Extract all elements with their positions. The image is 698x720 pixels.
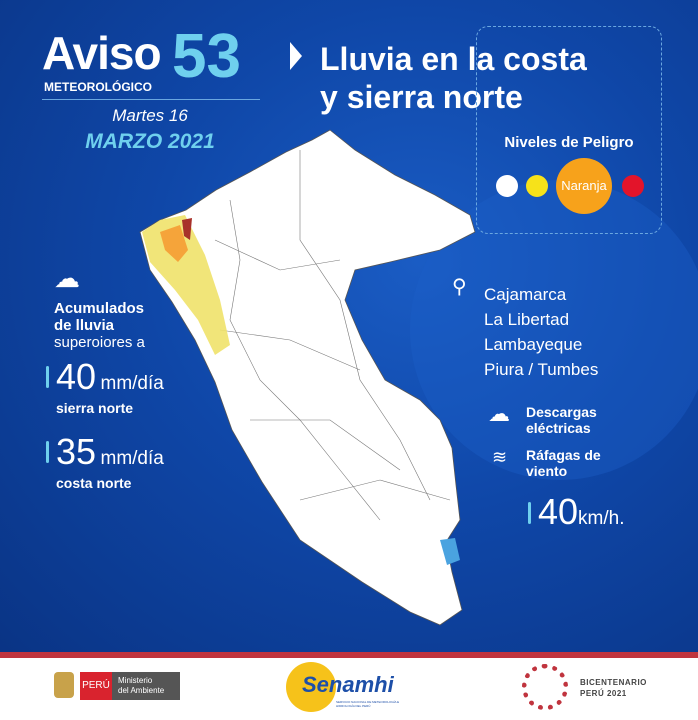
title-line2: y sierra norte xyxy=(320,79,523,115)
warning-poster: Aviso 53 METEOROLÓGICO Martes 16 MARZO 2… xyxy=(0,0,698,652)
date-day: Martes 16 xyxy=(112,106,188,125)
ministerio-line2: del Ambiente xyxy=(118,686,165,695)
region-list: Cajamarca La Libertad Lambayeque Piura /… xyxy=(484,282,598,382)
title-arrow-icon xyxy=(290,42,302,70)
alert-zone-darkred xyxy=(182,218,192,240)
costa-label: costa norte xyxy=(56,475,132,491)
rain-line2: de lluvia xyxy=(54,317,115,334)
rain-line1: Acumulados xyxy=(54,300,145,317)
senamhi-subtitle: SERVICIO NACIONAL DE METEOROLOGÍA E HIDR… xyxy=(336,700,400,708)
level-white-dot xyxy=(496,175,518,197)
meteorologico-label: METEOROLÓGICO xyxy=(44,80,152,94)
bicentenario-text: BICENTENARIO PERÚ 2021 xyxy=(580,677,647,699)
accent-bar xyxy=(528,502,531,524)
region-item: Piura / Tumbes xyxy=(484,360,599,379)
sierra-value: 40 xyxy=(56,356,97,397)
danger-levels-box xyxy=(476,26,662,234)
peru-map xyxy=(139,129,698,626)
ministerio-line1: Ministerio xyxy=(118,676,153,685)
rain-description: Acumulados de lluvia superoiores a xyxy=(54,300,145,351)
bicentenario-line2: PERÚ 2021 xyxy=(580,689,627,698)
peru-logo: PERÚ xyxy=(80,672,112,700)
alert-zone-orange xyxy=(160,225,188,262)
region-item: La Libertad xyxy=(484,310,570,329)
date-month: MARZO 2021 xyxy=(85,130,215,153)
sierra-unit: mm/día xyxy=(100,373,164,394)
costa-unit: mm/día xyxy=(100,448,164,469)
descargas-label: Descargas eléctricas xyxy=(526,404,597,436)
sierra-value-row: 40 mm/día xyxy=(56,357,164,405)
region-item: Lambayeque xyxy=(484,335,583,354)
aviso-label: Aviso xyxy=(42,27,162,79)
wind-unit: km/h. xyxy=(578,508,625,529)
location-pin-icon: ⚲ xyxy=(452,276,467,298)
bicentenario-line1: BICENTENARIO xyxy=(580,678,647,687)
costa-value-row: 35 mm/día xyxy=(56,432,164,480)
aviso-number: 53 xyxy=(172,22,241,91)
wind-value-row: 40km/h. xyxy=(538,492,625,540)
danger-levels-label: Niveles de Peligro xyxy=(504,134,634,151)
costa-value: 35 xyxy=(56,431,97,472)
decor-circle xyxy=(410,180,698,480)
wind-value: 40 xyxy=(538,491,579,532)
sierra-label: sierra norte xyxy=(56,400,134,416)
storm-cloud-icon: ☁ xyxy=(488,401,510,426)
alert-zone-yellow xyxy=(142,215,230,355)
peru-coat-of-arms-logo xyxy=(54,672,74,698)
accent-bar xyxy=(46,366,49,388)
accent-bar xyxy=(46,441,49,463)
region-borders xyxy=(214,150,451,521)
level-yellow-dot xyxy=(526,175,548,197)
alert-zone-blue xyxy=(440,538,460,565)
region-item: Cajamarca xyxy=(484,285,567,304)
wind-icon: ≋ xyxy=(492,447,508,467)
title: Lluvia en la costa y sierra norte xyxy=(320,40,587,116)
title-line1: Lluvia en la costa xyxy=(320,41,587,77)
bicentenario-logo xyxy=(522,664,568,710)
rain-line3: superoiores a xyxy=(54,334,145,351)
rafagas-label: Ráfagas de viento xyxy=(526,447,601,479)
peru-outline xyxy=(139,129,476,626)
senamhi-logo-text: Senamhi xyxy=(302,672,394,697)
ministerio-logo: Ministerio del Ambiente xyxy=(112,672,180,700)
senamhi-sun-logo xyxy=(286,662,336,712)
footer-stripe xyxy=(0,652,698,658)
divider xyxy=(42,99,260,100)
cloud-rain-icon: ☁ xyxy=(54,263,80,293)
level-orange-active: Naranja xyxy=(556,158,612,214)
level-red-dot xyxy=(622,175,644,197)
